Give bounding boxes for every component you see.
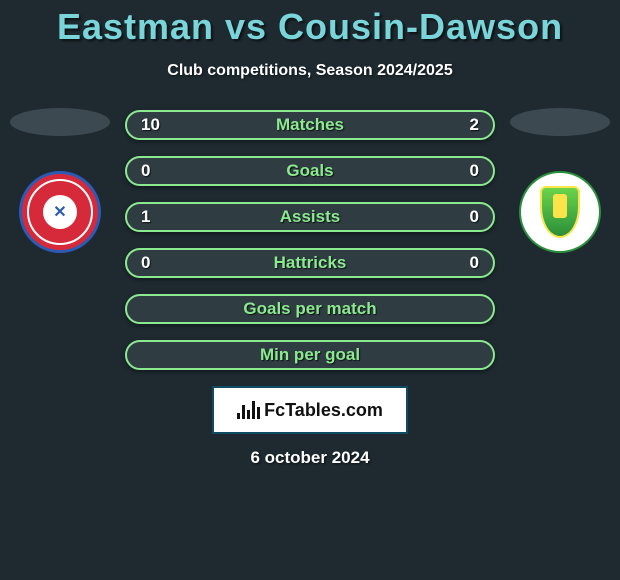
stat-rows: 10 Matches 2 0 Goals 0 1 Assists 0 0 Hat… [125, 110, 495, 370]
comparison-area: ✕ 10 Matches 2 0 Goals 0 1 Assists 0 0 H… [0, 110, 620, 468]
crest-left-emblem-icon: ✕ [43, 195, 77, 229]
player-right-name-oval [510, 108, 610, 136]
page-title: Eastman vs Cousin-Dawson [0, 0, 620, 48]
bar-chart-icon [237, 401, 260, 419]
stat-label: Goals [286, 161, 333, 181]
brand-text: FcTables.com [264, 400, 383, 421]
stat-right-value: 2 [470, 115, 479, 135]
stat-row-goals-per-match: Goals per match [125, 294, 495, 324]
stat-row-assists: 1 Assists 0 [125, 202, 495, 232]
stat-right-value: 0 [470, 207, 479, 227]
stat-label: Assists [280, 207, 340, 227]
brand-logo: FcTables.com [237, 400, 383, 421]
stat-row-hattricks: 0 Hattricks 0 [125, 248, 495, 278]
stat-row-matches: 10 Matches 2 [125, 110, 495, 140]
player-left-name-oval [10, 108, 110, 136]
crest-right-shield-icon [540, 186, 580, 238]
footer-date: 6 october 2024 [0, 448, 620, 468]
stat-row-min-per-goal: Min per goal [125, 340, 495, 370]
stat-left-value: 0 [141, 253, 150, 273]
stat-left-value: 0 [141, 161, 150, 181]
stat-label: Goals per match [243, 299, 376, 319]
club-crest-left: ✕ [19, 171, 101, 253]
club-crest-right [519, 171, 601, 253]
stat-left-value: 10 [141, 115, 160, 135]
stat-label: Hattricks [274, 253, 347, 273]
stat-right-value: 0 [470, 161, 479, 181]
stat-right-value: 0 [470, 253, 479, 273]
brand-box: FcTables.com [212, 386, 408, 434]
page-subtitle: Club competitions, Season 2024/2025 [0, 62, 620, 80]
stat-left-value: 1 [141, 207, 150, 227]
stat-label: Min per goal [260, 345, 360, 365]
stat-row-goals: 0 Goals 0 [125, 156, 495, 186]
stat-label: Matches [276, 115, 344, 135]
